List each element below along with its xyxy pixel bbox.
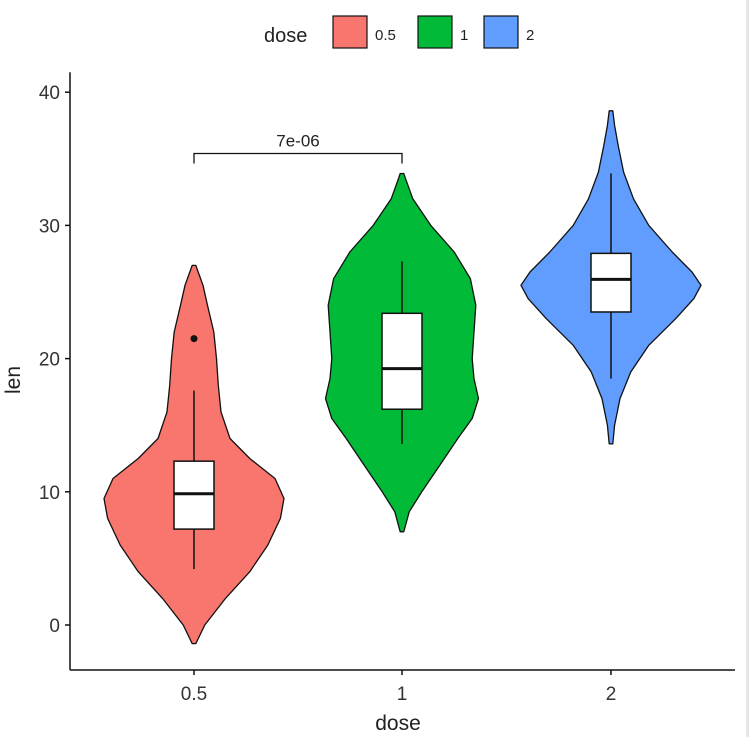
axes: 0 10 20 30 40 0.5 1 2 bbox=[39, 72, 735, 705]
x-tick-label: 1 bbox=[397, 684, 408, 705]
significance-bracket bbox=[193, 152, 403, 164]
outlier-point-0.5 bbox=[190, 335, 198, 343]
legend-label-1: 1 bbox=[460, 27, 468, 44]
x-axis-label: dose bbox=[375, 712, 421, 735]
y-tick-label: 40 bbox=[39, 83, 60, 104]
window-edge bbox=[746, 0, 749, 737]
legend-label-2: 2 bbox=[526, 27, 534, 44]
y-axis-label: len bbox=[2, 366, 25, 394]
legend: dose 0.5 1 2 bbox=[264, 15, 534, 49]
legend-swatch-0.5 bbox=[332, 15, 368, 49]
y-tick-label: 20 bbox=[39, 350, 60, 371]
x-tick-label: 0.5 bbox=[181, 684, 207, 705]
box-2 bbox=[590, 252, 632, 313]
legend-swatch-2 bbox=[483, 15, 519, 49]
violins bbox=[103, 110, 702, 645]
legend-title: dose bbox=[264, 25, 307, 47]
x-tick-label: 2 bbox=[606, 684, 617, 705]
y-tick-label: 0 bbox=[49, 616, 60, 637]
p-value-label: 7e-06 bbox=[276, 131, 319, 150]
legend-label-0.5: 0.5 bbox=[375, 27, 396, 44]
legend-swatch-1 bbox=[417, 15, 453, 49]
y-tick-label: 30 bbox=[39, 216, 60, 237]
y-tick-label: 10 bbox=[39, 483, 60, 504]
box-1 bbox=[381, 312, 423, 410]
significance-annotation: 7e-06 bbox=[193, 131, 403, 164]
